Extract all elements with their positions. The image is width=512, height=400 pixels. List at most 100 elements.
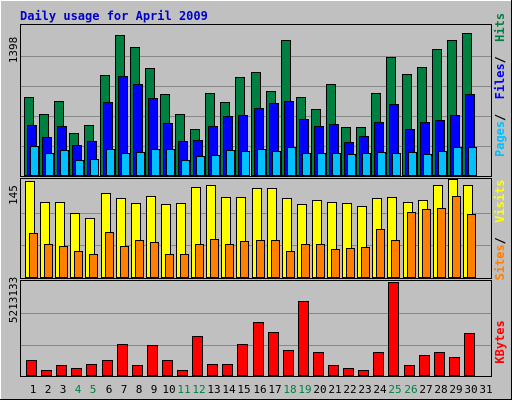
legend-group: Sites / Visits — [493, 179, 507, 280]
sites-bar — [422, 209, 431, 278]
kbytes-bar — [298, 301, 309, 376]
visits-ymax-label: 145 — [7, 185, 20, 205]
x-tick-label: 1 — [30, 383, 37, 396]
pages-bar — [106, 149, 115, 176]
kbytes-bar — [177, 370, 188, 376]
x-tick-label: 14 — [222, 383, 236, 396]
sites-bar — [165, 254, 174, 278]
kbytes-bar — [358, 370, 369, 376]
kbytes-bar — [434, 352, 445, 376]
kbytes-bar — [117, 344, 128, 376]
sites-bar — [271, 240, 280, 278]
pages-bar — [392, 153, 401, 176]
pages-bar — [377, 152, 386, 176]
kbytes-bar — [192, 336, 203, 376]
pages-bar — [196, 156, 205, 176]
sites-bar — [316, 244, 325, 278]
sites-bar — [135, 240, 144, 278]
x-tick-label: 12 — [192, 383, 205, 396]
hits-ymax-label: 1398 — [7, 37, 20, 64]
kbytes-ymax-label: 5213133 — [7, 277, 20, 323]
x-tick-label: 29 — [449, 383, 462, 396]
legend-separator: / — [493, 237, 507, 244]
sites-bar — [301, 244, 310, 278]
pages-bar — [60, 150, 69, 176]
x-tick-label: 19 — [298, 383, 311, 396]
kbytes-bar — [71, 368, 82, 376]
x-tick-label: 28 — [434, 383, 447, 396]
kbytes-bar — [449, 357, 460, 376]
sites-bar — [120, 246, 129, 278]
kbytes-bar — [464, 333, 475, 376]
x-tick-label: 4 — [75, 383, 82, 396]
sites-bar — [240, 241, 249, 278]
pages-bar — [302, 153, 311, 176]
kbytes-bar — [222, 364, 233, 376]
x-tick-label: 18 — [283, 383, 296, 396]
legend-hits: Hits — [493, 13, 507, 42]
kbytes-bar — [388, 282, 399, 376]
kbytes-bar — [283, 350, 294, 376]
kbytes-bar — [56, 365, 67, 376]
pages-bar — [272, 151, 281, 176]
x-tick-label: 27 — [419, 383, 432, 396]
legend-pages: Pages — [493, 121, 507, 157]
sites-bar — [180, 254, 189, 278]
pages-bar — [136, 152, 145, 176]
sites-bar — [105, 232, 114, 278]
legend-files: Files — [493, 63, 507, 99]
x-tick-label: 24 — [373, 383, 387, 396]
x-tick-label: 30 — [464, 383, 477, 396]
legend-visits: Visits — [493, 179, 507, 222]
kbytes-bar — [147, 345, 158, 376]
sites-bar — [376, 229, 385, 278]
x-tick-label: 26 — [404, 383, 417, 396]
sites-bar — [407, 212, 416, 278]
x-tick-label: 22 — [343, 383, 356, 396]
x-tick-label: 8 — [136, 383, 143, 396]
kbytes-bar — [26, 360, 37, 376]
pages-bar — [241, 151, 250, 176]
x-tick-label: 21 — [328, 383, 341, 396]
sites-bar — [195, 244, 204, 278]
x-tick-label: 3 — [60, 383, 67, 396]
sites-bar — [346, 248, 355, 278]
pages-bar — [211, 155, 220, 176]
legend-group: Pages / Files / Hits — [493, 13, 507, 157]
sites-bar — [452, 196, 461, 278]
x-tick-label: 17 — [268, 383, 281, 396]
sites-bar — [256, 240, 265, 278]
x-tick-label: 15 — [237, 383, 250, 396]
pages-bar — [226, 150, 235, 176]
legend-group: KBytes — [493, 320, 507, 363]
legends: Pages / Files / Hits Sites / Visits KBytes — [493, 13, 507, 364]
sites-bar — [225, 244, 234, 278]
sites-bar — [89, 254, 98, 278]
sites-bar — [331, 249, 340, 278]
x-tick-label: 25 — [388, 383, 401, 396]
x-tick-label: 6 — [106, 383, 113, 396]
x-tick-label: 7 — [121, 383, 128, 396]
sites-bar — [391, 240, 400, 278]
kbytes-bar — [419, 355, 430, 376]
x-tick-label: 2 — [45, 383, 52, 396]
legend-separator: / — [493, 114, 507, 121]
pages-bar — [468, 147, 477, 176]
kbytes-bar — [253, 322, 264, 376]
pages-bar — [362, 153, 371, 176]
kbytes-bar — [86, 364, 97, 376]
bars — [24, 33, 477, 376]
sites-bar — [59, 246, 68, 278]
sites-bar — [74, 251, 83, 278]
sites-bar — [29, 233, 38, 278]
pages-bar — [30, 146, 39, 176]
x-tick-label: 5 — [90, 383, 97, 396]
x-tick-label: 11 — [177, 383, 190, 396]
x-tick-label: 16 — [253, 383, 266, 396]
pages-bar — [287, 147, 296, 176]
x-tick-label: 9 — [151, 383, 158, 396]
pages-bar — [151, 149, 160, 176]
x-tick-label: 13 — [207, 383, 220, 396]
sites-bar — [467, 214, 476, 278]
